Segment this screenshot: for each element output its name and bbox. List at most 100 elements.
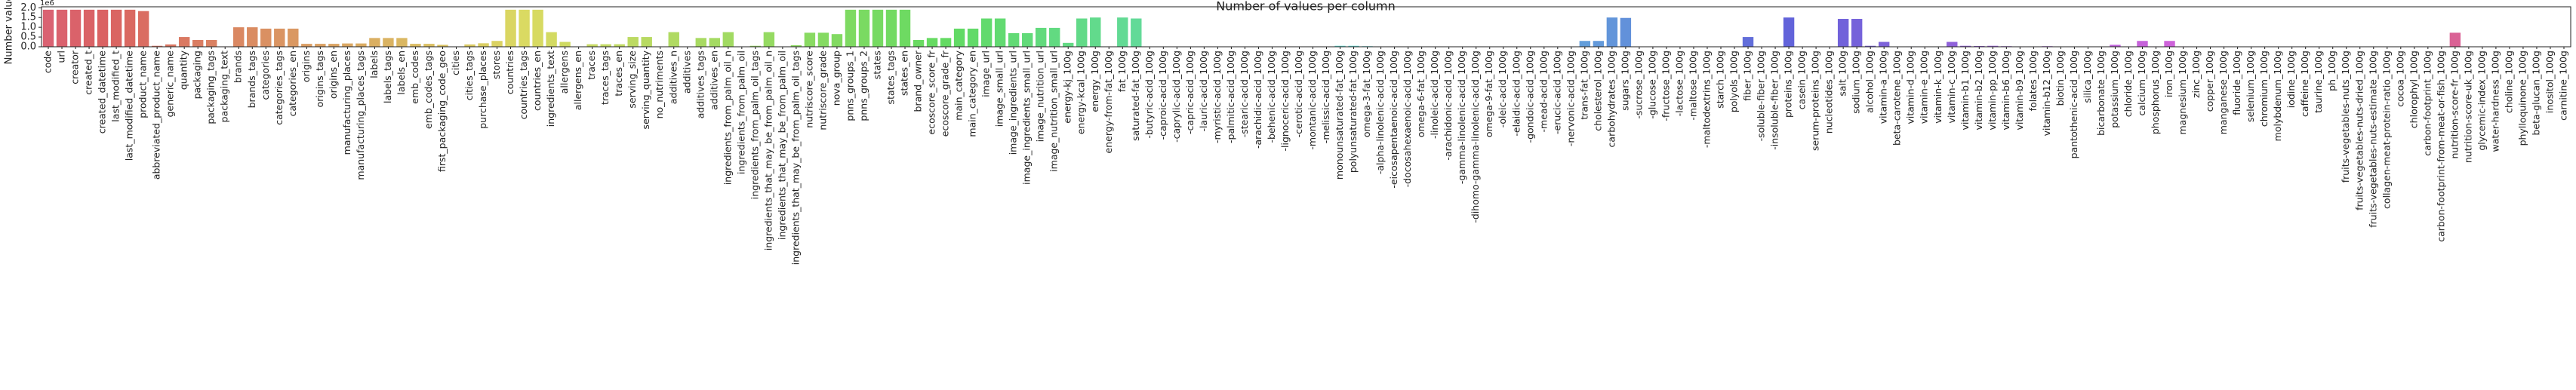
x-tick-label: serving_size [626, 51, 638, 109]
x-tick-label: -sucrose_100g [1633, 51, 1644, 119]
x-tick-label: labels [368, 51, 380, 78]
x-tick-label: -maltodextrins_100g [1700, 51, 1712, 148]
x-tick-label: quantity [178, 50, 189, 90]
bar [1021, 32, 1033, 47]
x-tick-label: additives_en [708, 51, 719, 110]
x-tick-label: phosphorus_100g [2150, 51, 2161, 134]
bar [926, 38, 938, 47]
x-tick-label: main_category_en [967, 51, 978, 137]
bar [396, 38, 408, 47]
bar [804, 32, 816, 47]
x-tick-label: packaging_text [219, 51, 230, 122]
x-tick-label: ecoscore_grade_fr [940, 50, 951, 137]
x-tick-label: glycemic-index_100g [2476, 51, 2487, 151]
x-tick-label: energy_100g [1089, 51, 1100, 112]
x-tick-label: first_packaging_code_geo [436, 51, 448, 172]
x-tick-label: manufacturing_places [341, 51, 352, 155]
x-tick-label: silica_100g [2082, 51, 2093, 103]
bar [42, 9, 54, 48]
bar [1117, 17, 1128, 47]
x-tick-label: cities [450, 51, 461, 75]
x-tick-label: stores [491, 51, 502, 79]
x-tick-label: phylloquinone_100g [2516, 51, 2528, 146]
bar [328, 44, 340, 47]
x-tick-label: energy-kj_100g [1062, 51, 1073, 124]
bar [69, 9, 82, 48]
x-tick-label: image_ingredients_small_url [1021, 51, 1033, 185]
bar [505, 9, 516, 48]
x-tick-label: additives_n [667, 51, 679, 104]
bar [2110, 45, 2121, 47]
x-tick-label: code [42, 51, 54, 73]
x-tick-label: allergens [559, 51, 570, 94]
x-tick-label: nutriscore_grade [817, 51, 828, 131]
bar [614, 44, 625, 47]
bar [410, 44, 421, 47]
x-tick-label: -glucose_100g [1646, 51, 1657, 119]
x-tick-label: sugars_100g [1619, 51, 1630, 111]
x-tick-label: chloride_100g [2122, 51, 2134, 117]
x-tick-label: folates_100g [2027, 51, 2039, 111]
x-tick-label: carbon-footprint_100g [2421, 51, 2433, 156]
x-tick-label: brands [232, 51, 244, 83]
x-tick-label: last_modified_t [110, 51, 122, 122]
x-tick-label: carbon-footprint-from-meat-or-fish_100g [2435, 51, 2446, 242]
bar [817, 32, 829, 47]
x-tick-label: brand_owner [913, 50, 924, 112]
x-tick-label: serving_quantity [640, 50, 651, 129]
bar [288, 28, 299, 47]
x-tick-label: -capric-acid_100g [1184, 51, 1196, 134]
x-tick-label: molybdenum_100g [2272, 51, 2283, 141]
x-tick-label: vitamin-b12_100g [2041, 51, 2052, 136]
x-tick-label: image_small_url [994, 51, 1005, 127]
bar [205, 39, 217, 47]
x-tick-label: -docosahexaenoic-acid_100g [1402, 51, 1413, 187]
x-tick-label: vitamin-c_100g [1946, 51, 1957, 123]
x-tick-label: beta-carotene_100g [1891, 51, 1903, 146]
bar [668, 32, 679, 47]
x-tick-label: cocoa_100g [2394, 51, 2405, 107]
bar [137, 11, 149, 47]
x-tick-label: collagen-meat-protein-ratio_100g [2381, 51, 2392, 209]
x-tick-label: -butyric-acid_100g [1143, 51, 1155, 139]
x-tick-label: ingredients_that_may_be_from_palm_oil_n [762, 51, 774, 250]
bar [1851, 19, 1863, 48]
x-tick-label: vitamin-b2_100g [1973, 51, 1984, 130]
bar [2449, 32, 2461, 47]
x-tick-label: countries_en [531, 51, 543, 111]
bar [301, 44, 312, 47]
x-tick-label: omega-9-fat_100g [1483, 51, 1494, 137]
x-tick-label: product_name [137, 51, 149, 118]
x-tick-label: states_tags [885, 51, 897, 104]
x-tick-label: vitamin-pp_100g [1987, 51, 1998, 130]
x-tick-label: saturated-fat_100g [1130, 51, 1141, 141]
x-tick-label: fiber_100g [1742, 51, 1753, 101]
x-tick-label: allergens_en [572, 51, 583, 110]
x-tick-label: ingredients_that_may_be_from_palm_oil_ta… [789, 51, 801, 265]
x-tick-label: origins_tags [314, 51, 325, 107]
bar [192, 39, 204, 47]
x-tick-label: -caproic-acid_100g [1157, 51, 1168, 140]
x-tick-label: -caprylic-acid_100g [1171, 51, 1182, 143]
x-tick-label: image_nutrition_small_url [1048, 51, 1060, 172]
bar [695, 38, 706, 47]
x-tick-label: starch_100g [1714, 51, 1725, 109]
x-tick-label: nucleotides_100g [1824, 51, 1835, 134]
bar [1974, 45, 1985, 47]
x-tick-label: additives [681, 51, 692, 94]
x-tick-label: image_url [980, 51, 992, 97]
x-tick-label: generic_name [165, 51, 176, 118]
bar [355, 43, 367, 47]
x-tick-label: traces_en [613, 51, 624, 97]
bar [1620, 17, 1632, 47]
x-tick-label: -cerotic-acid_100g [1293, 51, 1304, 137]
bar [790, 45, 802, 47]
x-tick-label: pantothenic-acid_100g [2068, 51, 2079, 158]
x-tick-label: manufacturing_places_tags [355, 51, 366, 180]
x-tick-label: -linoleic-acid_100g [1429, 51, 1440, 139]
x-tick-label: cities_tags [463, 51, 475, 100]
x-tick-label: nutriscore_score [803, 51, 814, 128]
x-tick-label: ph_100g [2326, 51, 2337, 91]
plot-frame [41, 6, 2571, 48]
x-tick-label: packaging_tags [205, 51, 217, 124]
